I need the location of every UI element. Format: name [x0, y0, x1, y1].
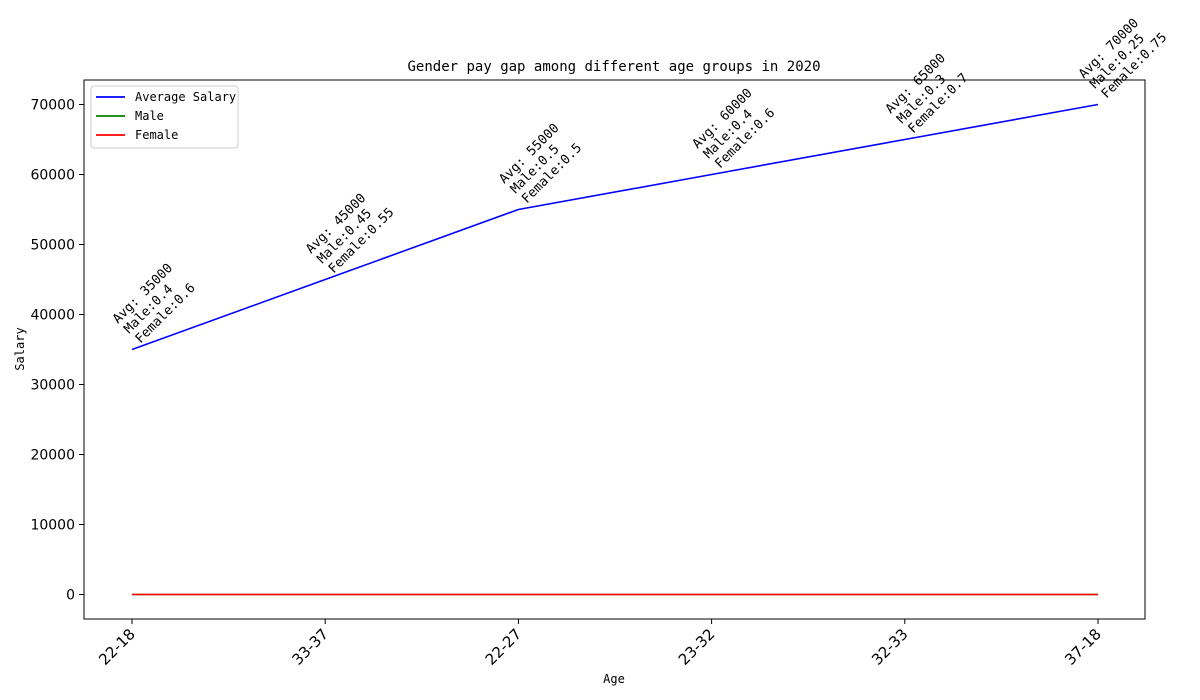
x-tick-label: 32-33 — [868, 625, 912, 669]
y-tick-label: 50000 — [30, 238, 75, 254]
x-tick-label: 37-18 — [1061, 625, 1105, 669]
x-tick-label: 23-32 — [675, 625, 719, 669]
y-tick-label: 10000 — [30, 518, 75, 534]
legend-label-female: Female — [135, 128, 178, 142]
series-line-average-salary — [131, 103, 1099, 351]
y-tick-label: 30000 — [30, 378, 75, 394]
x-axis: 22-18 33-37 22-27 23-32 32-33 37-18 — [95, 619, 1105, 669]
y-tick-label: 20000 — [30, 448, 75, 464]
legend-box — [90, 85, 239, 149]
x-tick-label: 22-27 — [482, 625, 526, 669]
y-tick-label: 40000 — [30, 308, 75, 324]
x-tick-label: 33-37 — [288, 625, 332, 669]
chart-title: Gender pay gap among different age group… — [407, 59, 820, 75]
plot-frame — [83, 79, 1146, 620]
y-tick-label: 0 — [66, 588, 75, 604]
x-tick-label: 22-18 — [95, 625, 139, 669]
y-axis-label: Salary — [13, 327, 27, 370]
y-tick-label: 60000 — [30, 168, 75, 184]
legend-label-male: Male — [135, 109, 164, 123]
x-axis-label: Age — [603, 672, 625, 686]
legend-label-average-salary: Average Salary — [135, 90, 236, 104]
legend: Average Salary Male Female — [90, 85, 239, 149]
y-tick-label: 70000 — [30, 98, 75, 114]
y-axis: 0 10000 20000 30000 40000 50000 60000 70000 — [30, 98, 84, 604]
